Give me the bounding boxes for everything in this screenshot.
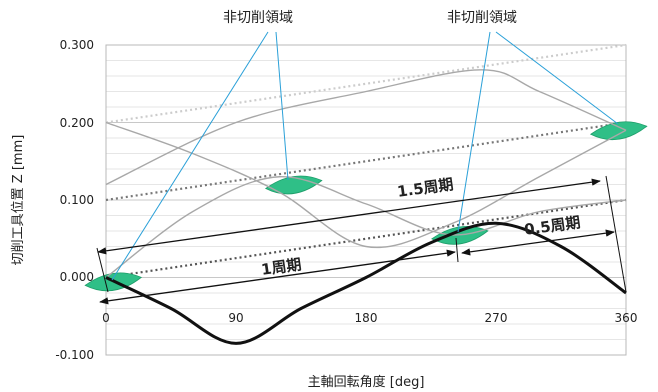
period-arrow-1-5 bbox=[97, 178, 601, 255]
x-axis-title: 主軸回転角度 [deg] bbox=[308, 374, 425, 390]
period-bracket bbox=[96, 247, 109, 293]
period-arrow-1 bbox=[99, 249, 456, 305]
uncut-label-right: 非切削領域 bbox=[447, 9, 517, 26]
period-label-1: 1周期 bbox=[260, 255, 303, 278]
y-tick-label: -0.100 bbox=[55, 348, 94, 362]
period-bracket bbox=[455, 237, 459, 263]
x-tick-label: 270 bbox=[485, 311, 508, 325]
y-axis-title: 切削工具位置 Z [mm] bbox=[11, 135, 26, 266]
x-tick-label: 180 bbox=[355, 311, 378, 325]
uncut-region bbox=[590, 121, 648, 141]
x-tick-labels: 0 90 180 270 360 bbox=[102, 311, 637, 325]
y-tick-label: 0.000 bbox=[60, 270, 94, 284]
period-bracket bbox=[605, 175, 627, 293]
series-line-three-passes-ago bbox=[105, 69, 627, 186]
y-tick-label: 0.100 bbox=[60, 193, 94, 207]
callout-line bbox=[495, 31, 619, 125]
y-tick-label: 0.200 bbox=[60, 116, 94, 130]
y-tick-label: 0.300 bbox=[60, 38, 94, 52]
y-tick-labels: 0.300 0.200 0.100 0.000 -0.100 bbox=[55, 38, 94, 362]
x-tick-label: 360 bbox=[615, 311, 638, 325]
x-tick-label: 90 bbox=[228, 311, 243, 325]
callout-line bbox=[275, 31, 289, 181]
x-tick-label: 0 bbox=[102, 311, 110, 325]
period-arrow-0-5 bbox=[461, 229, 615, 256]
uncut-label-left: 非切削領域 bbox=[223, 9, 293, 26]
